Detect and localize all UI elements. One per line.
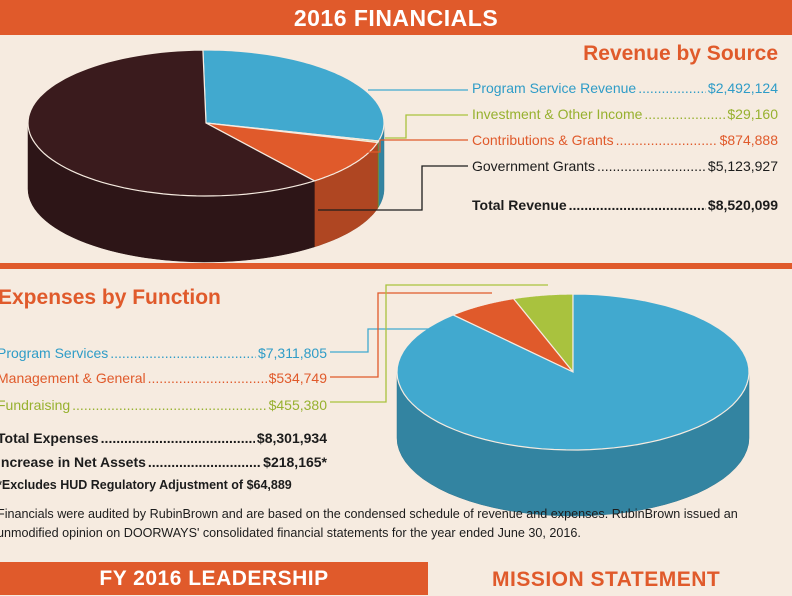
legend-value: $5,123,927 — [707, 158, 778, 174]
mission-statement-heading: MISSION STATEMENT — [492, 568, 721, 591]
legend-value: $2,492,124 — [707, 80, 778, 96]
leader-dots — [110, 345, 256, 361]
legend-label: Contributions & Grants — [472, 132, 614, 148]
legend-value: $29,160 — [727, 106, 778, 122]
pie-slice-management-general — [451, 297, 574, 373]
leader-dots — [638, 80, 706, 96]
revenue-chart-title: Revenue by Source — [583, 42, 778, 65]
leader-dots — [101, 430, 255, 446]
leader-dots — [644, 106, 725, 122]
leadership-banner: FY 2016 LEADERSHIP — [0, 562, 428, 595]
audit-footnote: Financials were audited by RubinBrown an… — [0, 507, 738, 540]
total-label: Total Expenses — [0, 430, 99, 446]
expenses-by-function-pie — [396, 293, 750, 517]
legend-value: $7,311,805 — [257, 345, 327, 361]
legend-contributions-grants: Contributions & Grants $874,888 — [472, 132, 778, 148]
total-value: $8,520,099 — [707, 197, 778, 213]
financials-banner: 2016 FINANCIALS — [0, 0, 792, 35]
legend-program-services: Program Services $7,311,805 — [0, 345, 327, 361]
total-revenue-row: Total Revenue $8,520,099 — [472, 197, 778, 213]
pie-slice-government-grants — [27, 49, 316, 197]
legend-label: Program Services — [0, 345, 109, 361]
pie-slice-contributions-grants — [205, 122, 379, 182]
total-value: $8,301,934 — [256, 430, 327, 446]
total-expenses-row: Total Expenses $8,301,934 — [0, 430, 327, 446]
legend-government-grants: Government Grants $5,123,927 — [472, 158, 778, 174]
leader-line-government — [318, 165, 468, 211]
legend-label: Investment & Other Income — [472, 106, 643, 122]
leader-dots — [616, 132, 718, 148]
legend-value: $455,380 — [268, 397, 327, 413]
legend-label: Management & General — [0, 370, 146, 386]
pie-slice-fundraising — [512, 293, 574, 374]
leader-dots — [569, 197, 706, 213]
legend-label: Program Service Revenue — [472, 80, 637, 96]
pie-slice-program-service-revenue — [202, 49, 385, 142]
expenses-chart-title: Expenses by Function — [0, 286, 221, 309]
legend-program-service-revenue: Program Service Revenue $2,492,124 — [472, 80, 778, 96]
leader-line-contributions — [356, 139, 468, 153]
legend-fundraising: Fundraising $455,380 — [0, 397, 327, 413]
leader-line-program-services — [330, 328, 445, 353]
legend-management-general: Management & General $534,749 — [0, 370, 327, 386]
net-assets-row: Increase in Net Assets $218,165* — [0, 454, 327, 470]
legend-label: Fundraising — [0, 397, 71, 413]
legend-investment-income: Investment & Other Income $29,160 — [472, 106, 778, 122]
leader-dots — [597, 158, 706, 174]
leader-line-investment — [385, 114, 468, 139]
section-divider — [0, 263, 792, 269]
total-label: Total Revenue — [472, 197, 567, 213]
leader-line-management — [330, 292, 492, 378]
legend-label: Government Grants — [472, 158, 595, 174]
revenue-by-source-pie — [27, 49, 385, 263]
legend-value: $534,749 — [268, 370, 327, 386]
hud-note: *Excludes HUD Regulatory Adjustment of $… — [0, 478, 292, 492]
legend-value: $874,888 — [719, 132, 778, 148]
leader-dots — [148, 454, 261, 470]
net-value: $218,165* — [263, 454, 327, 470]
leader-dots — [72, 397, 266, 413]
pie-slice-program-services — [396, 293, 750, 451]
leader-dots — [148, 370, 267, 386]
leader-line-fundraising — [330, 284, 548, 403]
net-label: Increase in Net Assets — [0, 454, 146, 470]
